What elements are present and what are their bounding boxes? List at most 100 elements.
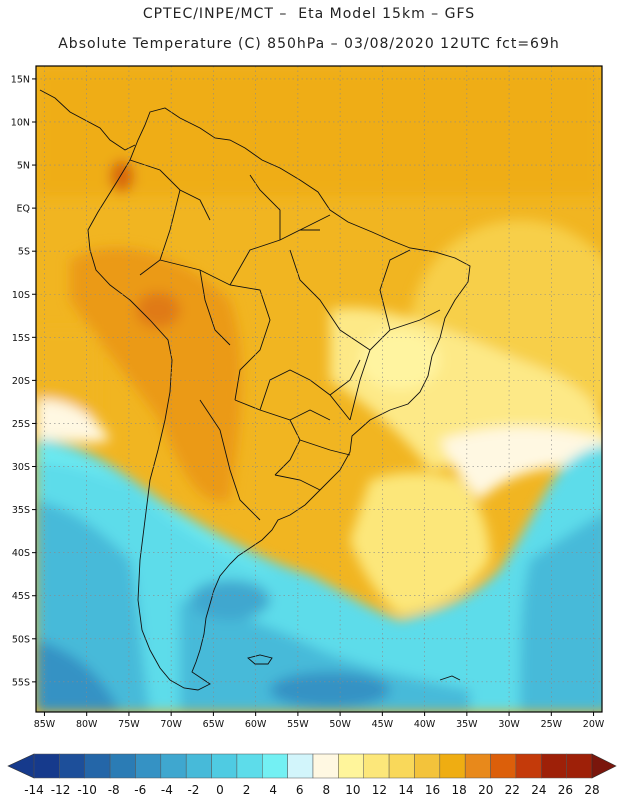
lon-tick-label: 80W [76, 719, 98, 730]
field-cream [440, 426, 602, 500]
colorbar-cell [439, 753, 466, 779]
land-outlines [39, 89, 471, 691]
colorbar-label: 14 [398, 783, 413, 797]
lat-tick-label: 15N [11, 74, 30, 85]
lon-tick-label: 60W [245, 719, 267, 730]
colorbar-cell [262, 753, 288, 779]
colorbar-label: 12 [372, 783, 387, 797]
lon-tick-label: 50W [329, 719, 351, 730]
colorbar-label: 28 [584, 783, 599, 797]
lon-tick-label: 65W [203, 719, 225, 730]
colorbar-cell [541, 753, 567, 779]
colorbar-label: -4 [161, 783, 173, 797]
colorbar-cell [287, 753, 314, 779]
lat-tick-label: 20S [12, 376, 30, 387]
lon-tick-label: 25W [541, 719, 563, 730]
field-atlantic-yellow-tongue [350, 472, 490, 615]
colorbar-label: 4 [269, 783, 277, 797]
field-argentine-blue [190, 580, 270, 620]
colorbar-arrow-low [7, 753, 35, 779]
colorbar-cell [312, 753, 339, 779]
field-pacific-cream [36, 399, 110, 443]
chart-subtitle: Absolute Temperature (C) 850hPa – 03/08/… [58, 36, 560, 52]
colorbar-cell [236, 753, 263, 779]
lon-tick-label: 70W [160, 719, 182, 730]
coastline-south-america [87, 107, 471, 691]
border-lines [129, 159, 351, 521]
lat-tick-label: 50S [12, 634, 30, 645]
colorbar-label: 16 [425, 783, 440, 797]
colorbar-cell [211, 753, 238, 779]
colorbar-label: 24 [531, 783, 546, 797]
coastline-falklands [247, 654, 273, 665]
colorbar-cell [515, 753, 542, 779]
colorbar-label: 20 [478, 783, 493, 797]
field-south-atlantic-blue [520, 514, 602, 712]
lat-tick-label: 55S [12, 677, 30, 688]
lat-tick-label: 45S [12, 591, 30, 602]
lon-tick-label: 45W [372, 719, 394, 730]
colorbar-label: 18 [452, 783, 467, 797]
map-frame [35, 65, 603, 713]
lon-tick-label: 85W [34, 719, 56, 730]
field-south-cyan [36, 440, 602, 712]
colorbar-label: -14 [24, 783, 44, 797]
colorbar-cell [135, 753, 162, 779]
colorbar-label: 22 [505, 783, 520, 797]
coastline-central-america [39, 89, 136, 151]
colorbar-cell [363, 753, 390, 779]
lat-tick-label: 25S [12, 419, 30, 430]
colorbar-label: 6 [296, 783, 304, 797]
lon-tick-label: 30W [498, 719, 520, 730]
colorbar-cell [414, 753, 441, 779]
colorbar-cell [388, 753, 415, 779]
lon-tick-label: 40W [414, 719, 436, 730]
colorbar-cell [464, 753, 491, 779]
colorbar-cell [109, 753, 136, 779]
lat-tick-label: EQ [17, 204, 30, 215]
lat-tick-label: 15S [12, 333, 30, 344]
colorbar-arrow-high [591, 753, 617, 779]
colorbar-label: -12 [51, 783, 71, 797]
colorbar-label: 0 [216, 783, 224, 797]
border-brazil-states [274, 249, 441, 491]
colorbar-cell [566, 753, 593, 779]
colorbar-cell [160, 753, 187, 779]
colorbar-label: -8 [108, 783, 120, 797]
lat-tick-label: 5N [17, 161, 30, 172]
lat-tick-label: 30S [12, 462, 30, 473]
colorbar-cell [84, 753, 111, 779]
lat-tick-label: 35S [12, 505, 30, 516]
colorbar-label: -2 [187, 783, 199, 797]
lon-tick-label: 75W [118, 719, 140, 730]
colorbar-cell [338, 753, 364, 779]
colorbar: -14 -12 -10 -8 -6 -4 -2 0 2 4 6 8 10 12 14 16 18 20 22 24 26… [7, 753, 617, 797]
temperature-field [36, 66, 602, 712]
colorbar-cell [490, 753, 517, 779]
coastline-south-georgia [439, 675, 461, 681]
lat-tick-label: 10N [11, 117, 30, 128]
colorbar-label: 10 [345, 783, 360, 797]
field-hotspot-bolivia [136, 292, 180, 328]
field-andes-warm [70, 247, 242, 502]
lon-tick-label: 20W [583, 719, 605, 730]
axis-ticks: 85W 80W 75W 70W 65W 60W 55W 50W 45W 40W 35W 30W 25W 2… [11, 74, 605, 730]
colorbar-label: 2 [243, 783, 251, 797]
colorbar-label: -10 [77, 783, 97, 797]
colorbar-label: 8 [322, 783, 330, 797]
field-deep-blue-sw [36, 640, 120, 712]
colorbar-label: -6 [134, 783, 146, 797]
lat-tick-label: 10S [12, 290, 30, 301]
field-deep-blue-s [270, 672, 390, 708]
lon-tick-label: 35W [456, 719, 478, 730]
chart-title: CPTEC/INPE/MCT – Eta Model 15km – GFS [142, 6, 476, 22]
lon-tick-label: 55W [287, 719, 309, 730]
field-drake-blue [180, 600, 470, 712]
field-pale-spot [360, 330, 440, 390]
colorbar-cell [185, 753, 212, 779]
colorbar-cell [33, 753, 60, 779]
colorbar-label: 26 [558, 783, 573, 797]
field-cyan-tongue [36, 450, 280, 580]
colorbar-cell [59, 753, 85, 779]
